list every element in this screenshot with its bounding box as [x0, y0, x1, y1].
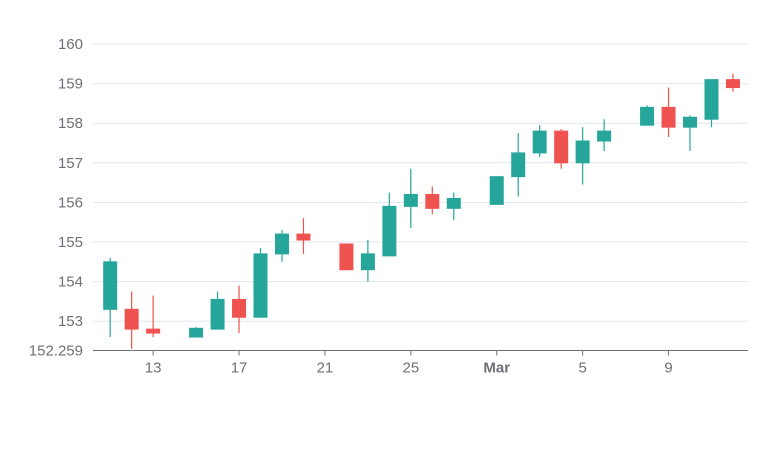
candle [704, 79, 719, 128]
candle-body [382, 205, 397, 257]
y-tick-label: 159 [58, 76, 83, 93]
candle [210, 291, 225, 330]
y-tick-label: 152.259 [29, 343, 83, 360]
candle-body [253, 253, 268, 318]
y-tick-label: 158 [58, 115, 83, 132]
candle-body [489, 176, 504, 205]
candle [532, 125, 547, 157]
candle [597, 119, 612, 151]
candle [232, 285, 247, 334]
y-tick-label: 153 [58, 313, 83, 330]
candle [683, 115, 698, 151]
candle [446, 192, 461, 221]
y-tick-label: 156 [58, 194, 83, 211]
grid-lines [93, 43, 748, 322]
candle [554, 129, 569, 169]
candle [403, 168, 418, 229]
candle-body [532, 130, 547, 154]
candle [189, 327, 204, 338]
candle-body [640, 106, 655, 126]
candle-body [446, 197, 461, 209]
candles [103, 73, 740, 349]
y-tick-label: 155 [58, 234, 83, 251]
candle [575, 127, 590, 185]
candle-body [403, 193, 418, 207]
x-tick-label: 25 [402, 360, 419, 377]
candle-body [103, 261, 118, 310]
candle [489, 176, 504, 205]
candle-body [554, 130, 569, 164]
x-tick-label: 5 [578, 360, 586, 377]
candle [339, 243, 354, 271]
candle-body [210, 298, 225, 330]
y-axis-labels: 160 159 158 157 156 155 154 153 152.259 [29, 36, 83, 360]
candle [511, 133, 526, 197]
candle-body [725, 79, 740, 89]
candle-body [146, 328, 161, 334]
candle [253, 247, 268, 318]
x-tick-label: 9 [664, 360, 672, 377]
candle [382, 192, 397, 257]
candle [725, 73, 740, 92]
candle-body [274, 233, 289, 255]
candle [146, 295, 161, 338]
x-tick-label: 21 [317, 360, 334, 377]
x-tick-label: 17 [231, 360, 248, 377]
candle-body [575, 140, 590, 164]
x-tick-label: Mar [483, 360, 510, 377]
candle-body [339, 243, 354, 271]
candle-body [683, 116, 698, 128]
candle-body [704, 79, 719, 120]
candle-body [360, 253, 375, 271]
candle-body [232, 298, 247, 318]
y-tick-label: 160 [58, 36, 83, 53]
candle [640, 105, 655, 126]
x-tick-label: 13 [145, 360, 162, 377]
candle [274, 230, 289, 262]
x-axis-labels: 13 17 21 25 Mar 5 9 [145, 360, 673, 377]
candle-body [189, 327, 204, 338]
candle [425, 186, 440, 215]
candle-body [124, 308, 139, 330]
candle [124, 291, 139, 349]
candle [661, 87, 676, 138]
x-axis [93, 350, 748, 356]
candle [103, 257, 118, 338]
candle [296, 218, 311, 254]
candle-body [597, 130, 612, 142]
candle-body [511, 152, 526, 178]
y-tick-label: 154 [58, 274, 83, 291]
candle [360, 240, 375, 282]
candle-body [661, 106, 676, 128]
candle-body [425, 193, 440, 209]
candle-body [296, 233, 311, 241]
y-tick-label: 157 [58, 155, 83, 172]
